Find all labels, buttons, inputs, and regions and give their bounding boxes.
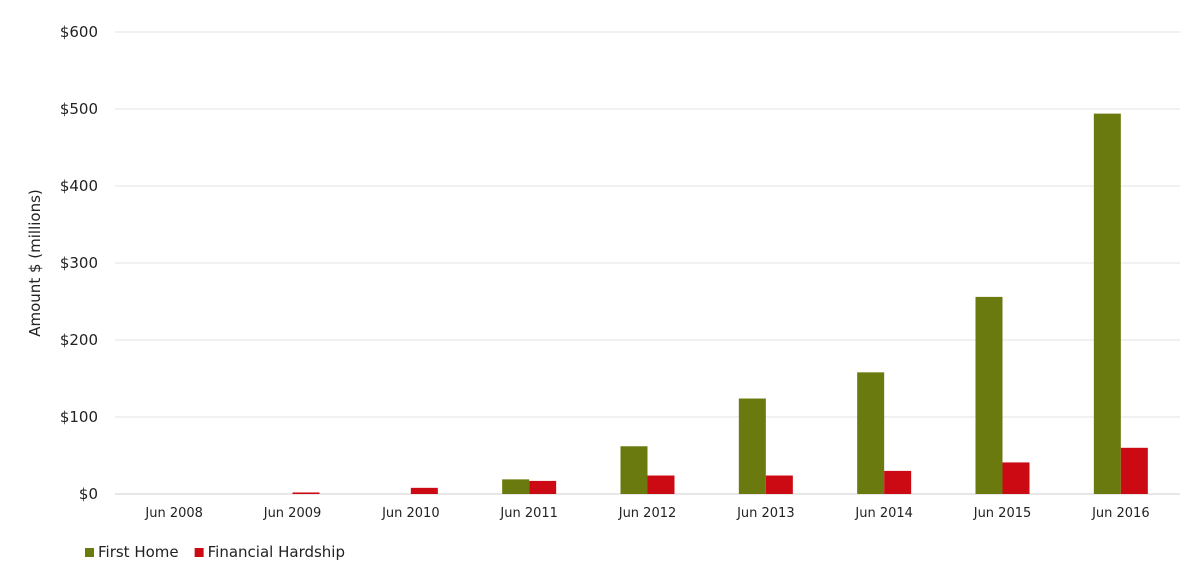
x-tick-label: Jun 2009 — [263, 506, 322, 521]
y-tick-label: $400 — [60, 177, 98, 195]
bar-first-home — [1093, 113, 1121, 495]
y-axis-label: Amount $ (millions) — [26, 189, 44, 337]
bar-first-home — [738, 398, 766, 494]
y-tick-label: $600 — [60, 23, 98, 41]
y-tick-label: $0 — [79, 485, 98, 503]
legend-swatch — [194, 548, 204, 557]
bar-financial-hardship — [410, 487, 438, 494]
bar-financial-hardship — [529, 480, 557, 494]
legend: First Home Financial Hardship — [85, 543, 345, 561]
bar-financial-hardship — [1002, 462, 1030, 494]
x-tick-label: Jun 2010 — [381, 506, 440, 521]
y-tick-label: $200 — [60, 331, 98, 349]
x-tick-label: Jun 2014 — [854, 506, 913, 521]
bars — [292, 113, 1148, 495]
y-axis-ticks: $0 $100 $200 $300 $400 $500 $600 — [60, 23, 98, 503]
bar-financial-hardship — [292, 492, 320, 494]
y-tick-label: $500 — [60, 100, 98, 118]
x-tick-label: Jun 2016 — [1091, 506, 1150, 521]
x-axis-ticks: Jun 2008 Jun 2009 Jun 2010 Jun 2011 Jun 2012… — [144, 506, 1149, 521]
bar-first-home — [857, 372, 885, 494]
bar-first-home — [620, 446, 648, 494]
bar-first-home — [502, 479, 530, 494]
bar-first-home — [975, 296, 1003, 494]
bar-financial-hardship — [1120, 447, 1148, 494]
y-tick-label: $100 — [60, 408, 98, 426]
x-tick-label: Jun 2013 — [736, 506, 795, 521]
x-tick-label: Jun 2011 — [499, 506, 558, 521]
bar-financial-hardship — [884, 470, 912, 494]
x-tick-label: Jun 2015 — [973, 506, 1032, 521]
gridlines — [115, 31, 1180, 495]
x-tick-label: Jun 2008 — [144, 506, 203, 521]
bar-financial-hardship — [765, 475, 793, 494]
x-tick-label: Jun 2012 — [618, 506, 677, 521]
legend-swatch — [85, 548, 94, 557]
legend-label: First Home — [98, 543, 179, 561]
legend-label: Financial Hardship — [208, 543, 345, 561]
y-tick-label: $300 — [60, 254, 98, 272]
bar-financial-hardship — [647, 475, 675, 494]
